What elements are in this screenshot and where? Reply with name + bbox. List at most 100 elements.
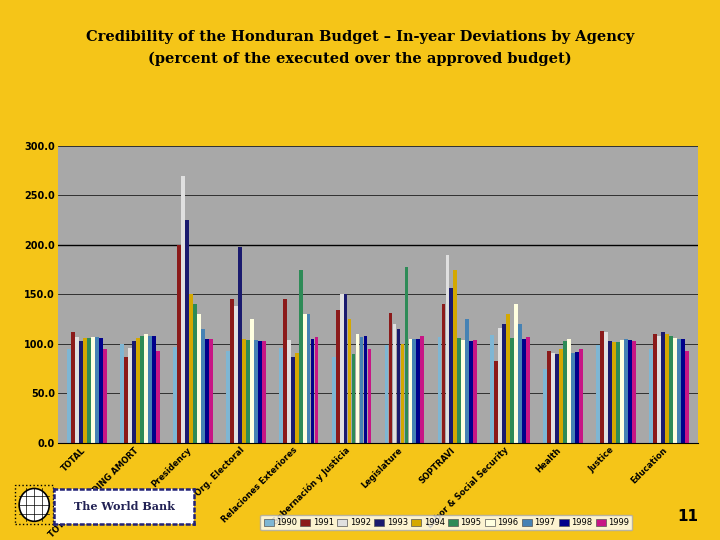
Bar <box>311 339 315 443</box>
Bar <box>128 348 132 443</box>
Bar <box>608 341 612 443</box>
Bar <box>661 332 665 443</box>
Bar <box>400 344 405 443</box>
Bar <box>596 345 600 443</box>
Bar <box>148 336 152 443</box>
Bar <box>299 269 302 443</box>
Bar <box>438 337 441 443</box>
Bar <box>185 220 189 443</box>
Bar <box>76 337 79 443</box>
Bar <box>238 247 242 443</box>
Bar <box>103 349 107 443</box>
Bar <box>653 334 657 443</box>
Bar <box>189 294 193 443</box>
Bar <box>332 356 336 443</box>
Text: The World Bank: The World Bank <box>73 501 175 512</box>
Bar <box>522 339 526 443</box>
Bar <box>120 344 124 443</box>
Bar <box>673 338 677 443</box>
Bar <box>209 339 212 443</box>
Bar <box>156 351 160 443</box>
Bar <box>465 319 469 443</box>
Bar <box>201 329 204 443</box>
Legend: 1990, 1991, 1992, 1993, 1994, 1995, 1996, 1997, 1998, 1999: 1990, 1991, 1992, 1993, 1994, 1995, 1996… <box>261 515 632 530</box>
Bar <box>294 353 299 443</box>
Bar <box>669 336 672 443</box>
Bar <box>302 314 307 443</box>
Bar <box>392 324 397 443</box>
Bar <box>291 356 294 443</box>
Bar <box>356 334 359 443</box>
Bar <box>462 340 465 443</box>
Bar <box>514 304 518 443</box>
Bar <box>555 354 559 443</box>
Bar <box>95 337 99 443</box>
Bar <box>367 349 372 443</box>
Bar <box>197 314 201 443</box>
Bar <box>144 334 148 443</box>
Circle shape <box>19 489 49 521</box>
Bar <box>348 319 351 443</box>
Bar <box>559 349 563 443</box>
Bar <box>140 336 144 443</box>
Bar <box>469 341 473 443</box>
Bar <box>226 351 230 443</box>
Bar <box>649 349 653 443</box>
Bar <box>420 336 424 443</box>
Bar <box>446 255 449 443</box>
Bar <box>405 267 408 443</box>
Bar <box>503 324 506 443</box>
Bar <box>526 337 530 443</box>
Bar <box>498 328 502 443</box>
Bar <box>579 349 582 443</box>
Bar <box>510 338 514 443</box>
Bar <box>136 338 140 443</box>
Bar <box>600 331 604 443</box>
Bar <box>681 339 685 443</box>
Bar <box>408 339 413 443</box>
Bar <box>665 334 669 443</box>
Bar <box>254 340 258 443</box>
Bar <box>441 304 445 443</box>
Bar <box>246 340 250 443</box>
Bar <box>490 335 494 443</box>
Bar <box>552 353 555 443</box>
Bar <box>84 338 87 443</box>
Bar <box>495 361 498 443</box>
Bar <box>193 304 197 443</box>
Text: Credibility of the Honduran Budget – In-year Deviations by Agency: Credibility of the Honduran Budget – In-… <box>86 30 634 44</box>
Bar <box>87 338 91 443</box>
Bar <box>628 340 631 443</box>
Bar <box>624 339 628 443</box>
Bar <box>544 368 547 443</box>
Bar <box>177 245 181 443</box>
Bar <box>258 341 261 443</box>
Bar <box>340 294 343 443</box>
Text: 11: 11 <box>678 509 698 524</box>
Bar <box>279 348 283 443</box>
Bar <box>612 342 616 443</box>
Bar <box>71 332 75 443</box>
Bar <box>68 349 71 443</box>
Bar <box>416 339 420 443</box>
Bar <box>336 310 340 443</box>
Bar <box>563 341 567 443</box>
Bar <box>152 336 156 443</box>
Bar <box>242 339 246 443</box>
Bar <box>351 354 356 443</box>
Bar <box>283 299 287 443</box>
Bar <box>604 332 608 443</box>
Bar <box>518 324 522 443</box>
Bar <box>685 351 688 443</box>
Bar <box>99 338 103 443</box>
Bar <box>616 342 620 443</box>
Bar <box>79 341 83 443</box>
Bar <box>473 340 477 443</box>
Bar <box>620 340 624 443</box>
Bar <box>364 336 367 443</box>
Bar <box>315 337 318 443</box>
Bar <box>632 341 636 443</box>
FancyBboxPatch shape <box>15 485 53 524</box>
Bar <box>454 269 457 443</box>
Bar <box>389 313 392 443</box>
